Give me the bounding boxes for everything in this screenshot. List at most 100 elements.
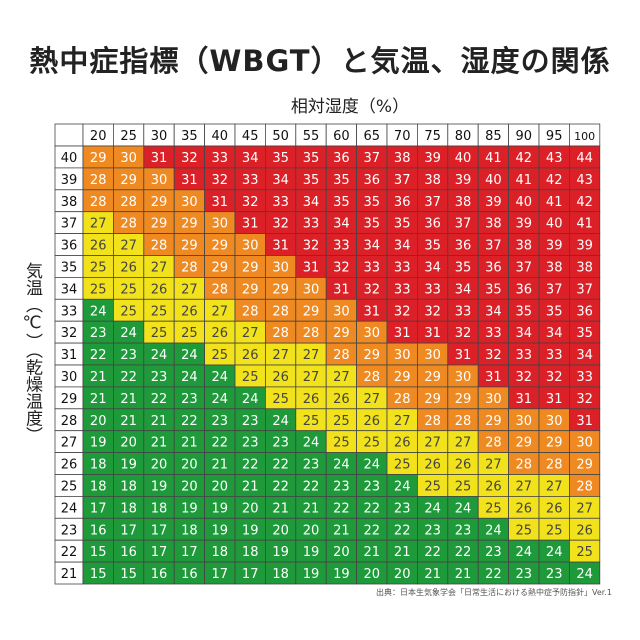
cell-value-label: 30 — [364, 326, 381, 341]
cell-value-label: 32 — [242, 195, 259, 210]
cell-value-label: 33 — [516, 348, 533, 363]
cell-value-label: 44 — [576, 151, 593, 166]
cell-value-label: 22 — [272, 458, 289, 473]
cell-value-label: 29 — [181, 217, 198, 232]
cell-value-label: 27 — [485, 458, 502, 473]
cell-value-label: 27 — [364, 392, 381, 407]
cell-value-label: 24 — [151, 348, 168, 363]
cell-value-label: 33 — [242, 173, 259, 188]
cell-value-label: 20 — [272, 523, 289, 538]
cell-value-label: 24 — [516, 545, 533, 560]
cell-value-label: 23 — [455, 523, 472, 538]
cell-value-label: 38 — [576, 260, 593, 275]
x-tick-label: 60 — [333, 129, 350, 144]
cell-value-label: 20 — [394, 567, 411, 582]
cell-value-label: 25 — [90, 282, 107, 297]
cell-value-label: 35 — [333, 173, 350, 188]
x-axis-label: 相対湿度（%） — [290, 97, 410, 117]
cell-value-label: 22 — [485, 567, 502, 582]
cell-value-label: 35 — [546, 304, 563, 319]
cell-value-label: 43 — [576, 173, 593, 188]
cell-value-label: 24 — [303, 436, 320, 451]
cell-value-label: 21 — [333, 523, 350, 538]
cell-value-label: 42 — [516, 151, 533, 166]
cell-value-label: 20 — [333, 545, 350, 560]
cell-value-label: 26 — [242, 348, 259, 363]
cell-value-label: 18 — [242, 545, 259, 560]
cell-value-label: 28 — [90, 195, 107, 210]
cell-value-label: 29 — [272, 282, 289, 297]
cell-value-label: 26 — [394, 436, 411, 451]
cell-value-label: 26 — [576, 523, 593, 538]
cell-value-label: 18 — [120, 479, 137, 494]
cell-value-label: 25 — [333, 414, 350, 429]
cell-value-label: 29 — [424, 370, 441, 385]
cell-value-label: 19 — [212, 523, 229, 538]
cell-value-label: 31 — [242, 217, 259, 232]
y-tick-label: 38 — [61, 195, 78, 210]
cell-value-label: 32 — [181, 151, 198, 166]
cell-value-label: 24 — [485, 523, 502, 538]
x-tick-label: 80 — [455, 129, 472, 144]
cell-value-label: 24 — [212, 392, 229, 407]
cell-value-label: 40 — [546, 217, 563, 232]
cell-value-label: 29 — [333, 326, 350, 341]
cell-value-label: 36 — [516, 282, 533, 297]
y-tick-label: 35 — [61, 260, 78, 275]
cell-value-label: 23 — [181, 392, 198, 407]
cell-value-label: 27 — [303, 370, 320, 385]
cell-value-label: 23 — [333, 479, 350, 494]
cell-value-label: 26 — [485, 479, 502, 494]
x-tick-label: 30 — [151, 129, 168, 144]
cell-value-label: 29 — [242, 260, 259, 275]
cell-value-label: 31 — [272, 239, 289, 254]
y-tick-label: 30 — [61, 370, 78, 385]
cell-value-label: 27 — [242, 326, 259, 341]
cell-value-label: 17 — [242, 567, 259, 582]
cell-value-label: 17 — [90, 501, 107, 516]
cell-value-label: 27 — [576, 501, 593, 516]
cell-value-label: 35 — [424, 239, 441, 254]
cell-value-label: 18 — [90, 458, 107, 473]
cell-value-label: 16 — [151, 567, 168, 582]
cell-value-label: 36 — [455, 239, 472, 254]
cell-value-label: 42 — [576, 195, 593, 210]
y-tick-label: 29 — [61, 392, 78, 407]
cell-value-label: 26 — [364, 414, 381, 429]
x-tick-label: 75 — [424, 129, 441, 144]
cell-value-label: 30 — [272, 260, 289, 275]
cell-value-label: 34 — [303, 195, 320, 210]
cell-value-label: 24 — [181, 370, 198, 385]
cell-value-label: 35 — [303, 173, 320, 188]
y-tick-label: 25 — [61, 479, 78, 494]
cell-value-label: 30 — [576, 436, 593, 451]
cell-value-label: 18 — [181, 523, 198, 538]
cell-value-label: 20 — [364, 567, 381, 582]
cell-value-label: 39 — [546, 239, 563, 254]
cell-value-label: 26 — [455, 458, 472, 473]
cell-value-label: 23 — [516, 567, 533, 582]
cell-value-label: 28 — [90, 173, 107, 188]
cell-value-label: 20 — [151, 458, 168, 473]
heatmap-cell — [569, 561, 601, 585]
cell-value-label: 22 — [424, 545, 441, 560]
cell-value-label: 35 — [303, 151, 320, 166]
cell-value-label: 22 — [303, 479, 320, 494]
cell-value-label: 23 — [90, 326, 107, 341]
cell-value-label: 29 — [120, 173, 137, 188]
cell-value-label: 33 — [485, 326, 502, 341]
cell-value-label: 34 — [242, 151, 259, 166]
cell-value-label: 33 — [272, 195, 289, 210]
cell-value-label: 22 — [272, 479, 289, 494]
cell-value-label: 26 — [516, 501, 533, 516]
y-tick-label: 23 — [61, 523, 78, 538]
cell-value-label: 28 — [485, 436, 502, 451]
cell-value-label: 39 — [485, 195, 502, 210]
cell-value-label: 21 — [424, 567, 441, 582]
cell-value-label: 31 — [576, 414, 593, 429]
cell-value-label: 25 — [546, 523, 563, 538]
cell-value-label: 27 — [394, 414, 411, 429]
cell-value-label: 27 — [272, 348, 289, 363]
cell-value-label: 29 — [516, 436, 533, 451]
cell-value-label: 37 — [364, 151, 381, 166]
